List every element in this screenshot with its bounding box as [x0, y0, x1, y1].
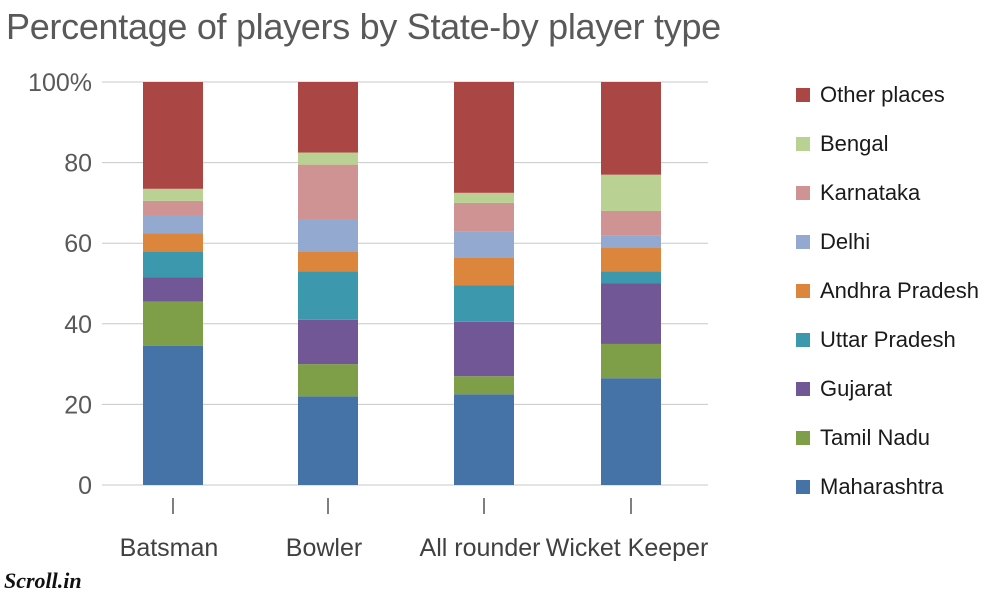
bar-segment-delhi — [298, 219, 358, 252]
legend: Other places Bengal Karnataka Delhi Andhra P… — [796, 70, 979, 511]
scroll-logo: Scroll.in — [4, 568, 82, 593]
bar-segment-karnataka — [454, 202, 514, 232]
legend-item: Tamil Nadu — [796, 413, 979, 462]
legend-swatch — [796, 430, 810, 445]
legend-label: Tamil Nadu — [820, 424, 931, 450]
bar-segment-maharashtra — [298, 396, 358, 485]
bar-segment-bengal — [298, 152, 358, 165]
legend-item: Uttar Pradesh — [796, 315, 979, 364]
bar-segment-karnataka — [601, 210, 661, 236]
bar-segment-delhi — [143, 214, 203, 234]
bar-segment-gujarat — [143, 277, 203, 302]
bar-segment-maharashtra — [454, 394, 514, 485]
y-tick-label: 80 — [64, 150, 92, 178]
legend-item: Bengal — [796, 119, 979, 168]
bar-segment-tamil-nadu — [298, 364, 358, 397]
legend-label: Maharashtra — [820, 473, 944, 499]
legend-label: Karnataka — [820, 179, 921, 205]
bar-segment-tamil-nadu — [454, 376, 514, 395]
legend-swatch — [796, 87, 810, 102]
legend-item: Gujarat — [796, 364, 979, 413]
legend-swatch — [796, 136, 810, 151]
legend-label: Uttar Pradesh — [820, 326, 956, 352]
bar-segment-andhra-pradesh — [601, 247, 661, 272]
bar-segment-bengal — [143, 188, 203, 201]
legend-swatch — [796, 185, 810, 200]
bar-segment-andhra-pradesh — [143, 233, 203, 252]
legend-label: Other places — [820, 81, 945, 107]
legend-swatch — [796, 381, 810, 396]
bar-segment-maharashtra — [143, 345, 203, 485]
legend-item: Delhi — [796, 217, 979, 266]
bar-segment-uttar-pradesh — [601, 271, 661, 284]
legend-label: Delhi — [820, 228, 871, 254]
bar-segment-other-places — [143, 82, 203, 189]
bar-segment-andhra-pradesh — [298, 251, 358, 272]
legend-item: Andhra Pradesh — [796, 266, 979, 315]
bar-segment-bengal — [454, 192, 514, 203]
legend-item: Karnataka — [796, 168, 979, 217]
x-tick-label: All rounder — [420, 534, 541, 562]
bar-segment-uttar-pradesh — [454, 285, 514, 322]
legend-swatch — [796, 332, 810, 347]
legend-item: Other places — [796, 70, 979, 119]
bar-segment-gujarat — [298, 319, 358, 365]
legend-label: Gujarat — [820, 375, 893, 401]
y-tick-label: 100% — [28, 69, 92, 97]
y-tick-label: 40 — [64, 311, 92, 339]
y-tick-label: 20 — [64, 391, 92, 419]
bar-segment-other-places — [601, 82, 661, 175]
x-tick-label: Wicket Keeper — [546, 534, 709, 562]
x-tick-label: Batsman — [120, 534, 219, 562]
bar-segment-other-places — [298, 82, 358, 153]
y-tick-label: 60 — [64, 230, 92, 258]
legend-item: Maharashtra — [796, 462, 979, 511]
bar-segment-gujarat — [601, 283, 661, 344]
bar-segment-tamil-nadu — [143, 301, 203, 346]
legend-swatch — [796, 283, 810, 298]
bar-segment-delhi — [601, 235, 661, 248]
bar-segment-other-places — [454, 82, 514, 193]
bar-segment-uttar-pradesh — [298, 271, 358, 320]
y-tick-label: 0 — [78, 472, 92, 500]
chart-title: Percentage of players by State-by player… — [6, 6, 721, 47]
bar-segment-karnataka — [298, 164, 358, 220]
bar-segment-tamil-nadu — [601, 343, 661, 379]
bar-segment-uttar-pradesh — [143, 251, 203, 278]
bar-segment-maharashtra — [601, 378, 661, 485]
bar-segment-karnataka — [143, 200, 203, 215]
bar-segment-delhi — [454, 231, 514, 258]
legend-label: Bengal — [820, 130, 889, 156]
x-tick-label: Bowler — [286, 534, 362, 562]
bar-segment-bengal — [601, 174, 661, 211]
legend-label: Andhra Pradesh — [820, 277, 979, 303]
bar-segment-andhra-pradesh — [454, 257, 514, 286]
bar-segment-gujarat — [454, 321, 514, 377]
legend-swatch — [796, 479, 810, 494]
legend-swatch — [796, 234, 810, 249]
